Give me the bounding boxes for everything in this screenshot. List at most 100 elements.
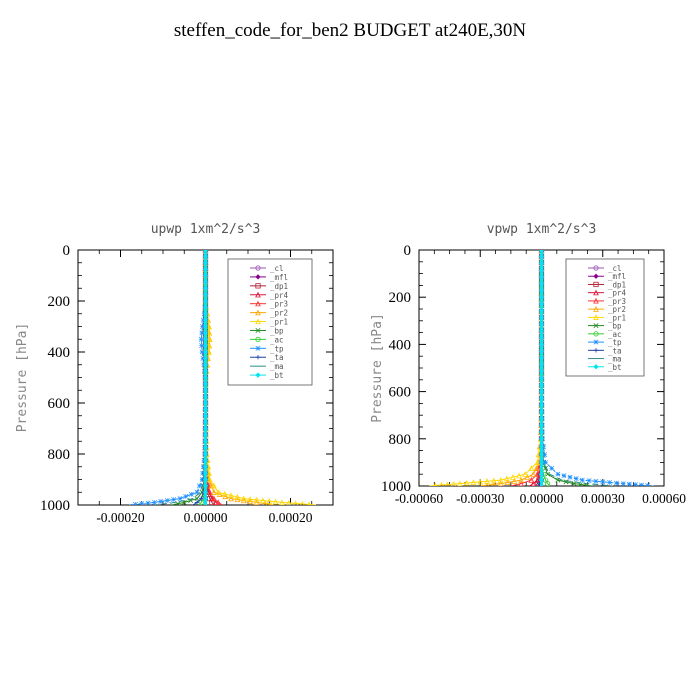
legend-label: _ta <box>608 346 622 355</box>
y-tick-label: 0 <box>404 243 412 259</box>
series-point-bt <box>538 395 545 401</box>
series-point-pr2 <box>228 495 234 502</box>
series-point-bt <box>538 287 545 294</box>
y-tick-label: 800 <box>389 432 412 448</box>
legend-label: _cl <box>270 264 284 273</box>
series-point-tp <box>555 471 561 477</box>
series-point-bt <box>538 382 545 388</box>
series-point-pr2 <box>504 479 511 486</box>
legend-label: _ma <box>608 355 622 364</box>
y-tick-label: 600 <box>389 385 412 401</box>
legend-label: _cl <box>608 264 622 273</box>
series-point-bt <box>538 436 545 442</box>
legend-label: _pr3 <box>608 297 626 306</box>
legend-marker-tp <box>593 339 599 345</box>
legend-label: _ma <box>270 362 284 371</box>
legend: _cl_mfl_dp1_pr4_pr3_pr2_pr1_bp_ac_tp_ta_… <box>227 258 313 386</box>
series-point-pr1 <box>491 477 497 484</box>
series-point-bt <box>202 266 209 272</box>
series-point-tp <box>549 465 555 471</box>
series-point-pr1 <box>503 475 510 482</box>
series-point-bt <box>202 394 209 400</box>
series-point-bt <box>538 281 545 287</box>
series-point-bt <box>202 400 209 406</box>
legend-label: _bp <box>270 326 284 335</box>
series-point-tp <box>145 500 151 505</box>
legend-marker-pr3 <box>593 297 599 304</box>
legend-marker-dp1 <box>593 281 599 288</box>
figure-title: steffen_code_for_ben2 BUDGET at240E,30N <box>173 20 527 41</box>
series-point-pr1 <box>279 499 285 505</box>
series-point-bt <box>538 388 545 395</box>
series-point-pr3 <box>211 495 217 502</box>
legend-label: _ac <box>608 330 622 339</box>
legend-marker-bp <box>593 323 599 329</box>
series-point-bt <box>202 368 209 374</box>
series-point-tp <box>199 343 205 349</box>
series-point-bt <box>202 362 209 368</box>
series-point-bp <box>194 496 200 502</box>
y-tick-label: 0 <box>63 243 71 259</box>
legend-label: _ta <box>270 353 284 362</box>
series-point-pr1 <box>534 459 541 465</box>
x-tick-label: 0.00020 <box>269 510 313 525</box>
series-point-pr3 <box>534 471 541 477</box>
series-point-bt <box>538 375 545 381</box>
series-point-bt <box>202 438 209 444</box>
legend-box <box>565 258 645 377</box>
series-point-tp <box>593 478 599 484</box>
x-tick-label: -0.00060 <box>395 491 444 506</box>
series-point-bt <box>538 274 545 280</box>
series-point-tp <box>164 498 170 503</box>
legend-marker-pr2 <box>255 309 261 316</box>
y-tick-label: 200 <box>48 294 71 310</box>
y-tick-label: 800 <box>48 447 71 463</box>
series-point-bp <box>545 471 551 477</box>
legend-label: _dp1 <box>608 280 626 289</box>
series-point-pr1 <box>445 481 450 486</box>
series-point-pr1 <box>463 479 470 486</box>
series-point-bt <box>538 477 545 483</box>
legend-marker-ac <box>255 336 261 342</box>
series-point-pr2 <box>491 481 497 486</box>
series-point-bt <box>538 341 545 348</box>
series-point-bt <box>538 335 545 341</box>
series-point-tp <box>573 476 579 482</box>
y-tick-label: 1000 <box>40 498 70 514</box>
series-point-pr1 <box>240 495 247 502</box>
series-point-bt <box>202 285 209 291</box>
series-point-bp <box>175 501 181 505</box>
series-point-tp <box>177 496 183 502</box>
legend-marker-dp1 <box>255 283 261 289</box>
plot-area <box>128 250 317 505</box>
series-point-bt <box>202 387 209 393</box>
series-point-bt <box>202 323 209 330</box>
legend-marker-tp <box>255 345 261 351</box>
series-line-bp <box>171 250 206 505</box>
y-tick-label: 400 <box>389 337 412 353</box>
series-line-pr3 <box>510 250 542 486</box>
panel-upwp: upwp 1xm^2/s^3 Pressure [hPa] 0 200 400 600 80… <box>15 222 334 525</box>
series-point-tp <box>194 489 200 495</box>
series-point-pr1 <box>253 496 260 503</box>
y-tick-label: 1000 <box>381 479 411 495</box>
legend-marker-ta <box>255 355 261 360</box>
series-point-bt <box>202 464 209 470</box>
series-point-tp <box>600 479 606 485</box>
series-point-pr1 <box>433 482 438 486</box>
series-point-tp <box>645 483 651 486</box>
series-point-pr2 <box>485 482 489 486</box>
legend-label: _pr1 <box>608 313 626 322</box>
legend-marker-cl <box>255 265 261 271</box>
series-point-bt <box>538 321 545 327</box>
series-point-tp <box>639 482 644 486</box>
series-point-pr1 <box>477 478 484 485</box>
series-point-pr1 <box>272 498 279 505</box>
panel-title: vpwp 1xm^2/s^3 <box>487 222 597 237</box>
series-point-bt <box>202 349 209 355</box>
series-point-bt <box>202 253 209 259</box>
series-point-pr1 <box>206 476 213 483</box>
series-point-pr2 <box>524 474 531 480</box>
series-point-bt <box>538 402 545 408</box>
series-point-tp <box>183 494 189 499</box>
